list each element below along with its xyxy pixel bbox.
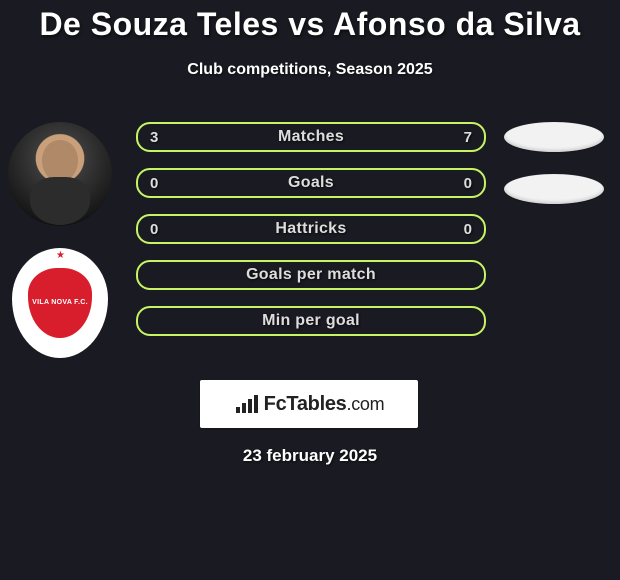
stat-label: Matches bbox=[278, 128, 344, 146]
page-title: De Souza Teles vs Afonso da Silva bbox=[0, 0, 620, 43]
stat-label: Hattricks bbox=[275, 220, 346, 238]
stat-left-value: 3 bbox=[150, 129, 158, 146]
stat-row-min-per-goal: Min per goal bbox=[136, 306, 486, 336]
stat-right-value: 7 bbox=[464, 129, 472, 146]
fctables-logo: FcTables.com bbox=[200, 380, 418, 428]
logo-text: FcTables.com bbox=[264, 393, 385, 416]
club-placeholder-oval bbox=[504, 174, 604, 204]
stat-right-value: 0 bbox=[464, 175, 472, 192]
stat-row-goals-per-match: Goals per match bbox=[136, 260, 486, 290]
player-placeholder-oval bbox=[504, 122, 604, 152]
stat-label: Min per goal bbox=[262, 312, 360, 330]
stat-label: Goals bbox=[288, 174, 334, 192]
stat-row-goals: 0 Goals 0 bbox=[136, 168, 486, 198]
stat-left-value: 0 bbox=[150, 221, 158, 238]
crest-text: VILA NOVA F.C. bbox=[32, 299, 88, 307]
bar-chart-icon bbox=[234, 393, 260, 415]
right-avatars bbox=[504, 122, 604, 226]
stat-row-hattricks: 0 Hattricks 0 bbox=[136, 214, 486, 244]
stat-right-value: 0 bbox=[464, 221, 472, 238]
crest-star-icon: ★ bbox=[56, 250, 65, 261]
player-avatar bbox=[8, 122, 112, 226]
left-avatars: ★ VILA NOVA F.C. bbox=[8, 122, 112, 364]
stats-container: 3 Matches 7 0 Goals 0 0 Hattricks 0 Goal… bbox=[136, 122, 486, 352]
subtitle: Club competitions, Season 2025 bbox=[0, 61, 620, 79]
stat-row-matches: 3 Matches 7 bbox=[136, 122, 486, 152]
stat-left-value: 0 bbox=[150, 175, 158, 192]
stat-label: Goals per match bbox=[246, 266, 376, 284]
date-text: 23 february 2025 bbox=[0, 446, 620, 466]
club-crest: ★ VILA NOVA F.C. bbox=[8, 244, 112, 364]
